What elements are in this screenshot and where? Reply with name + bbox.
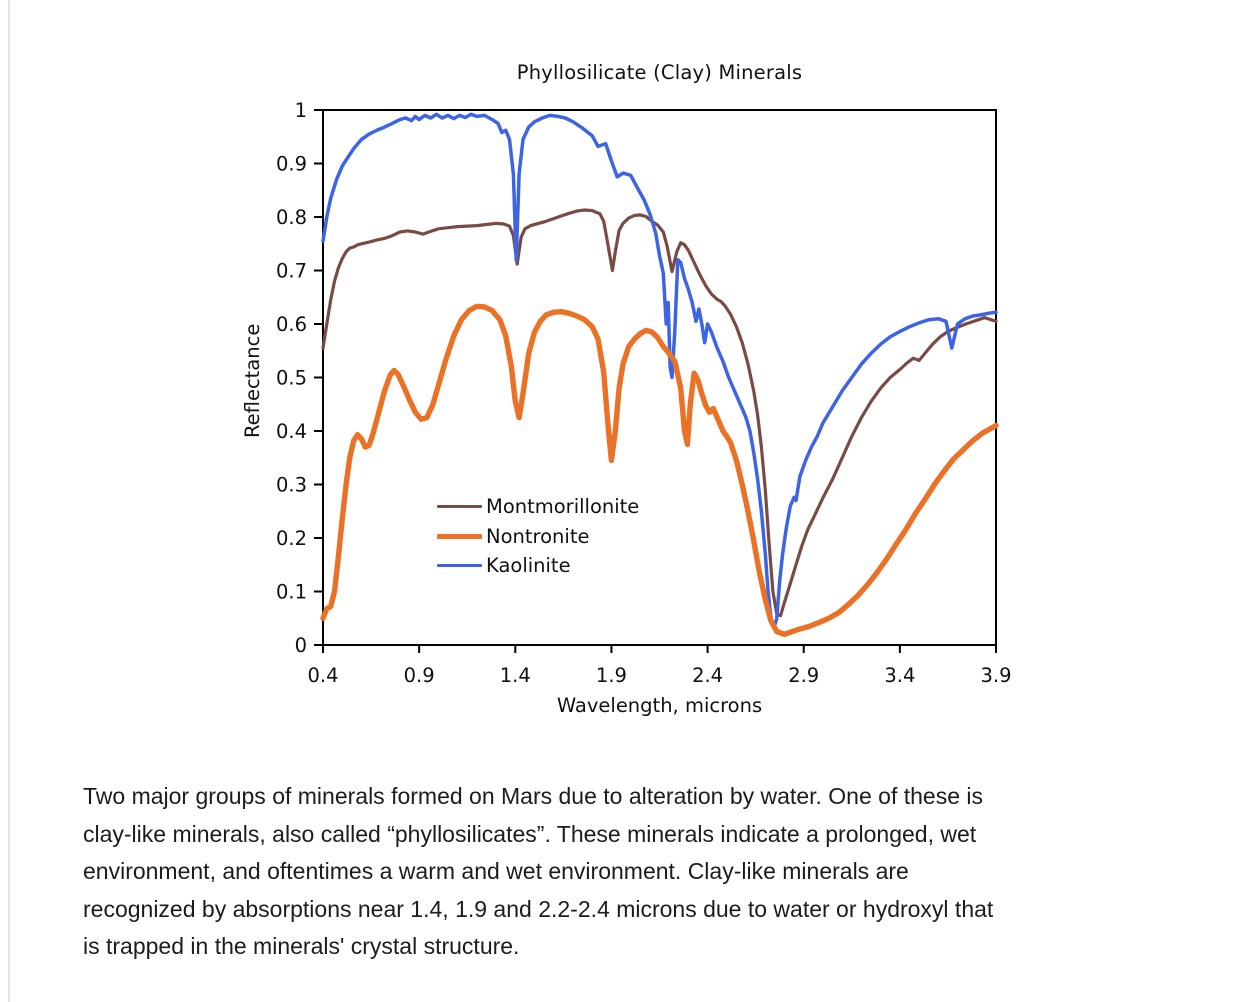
- caption-line: Two major groups of minerals formed on M…: [83, 783, 983, 809]
- series-path-nontronite: [320, 303, 999, 637]
- x-tick-label: 0.4: [307, 664, 338, 687]
- y-axis-label: Reflectance: [241, 323, 264, 439]
- y-tick-label: 0.4: [276, 420, 307, 443]
- y-tick-label: 0.6: [276, 313, 307, 336]
- x-tick-label: 1.4: [500, 664, 531, 687]
- chart-title: Phyllosilicate (Clay) Minerals: [516, 61, 803, 84]
- kaolinite-line-swatch: [437, 564, 482, 568]
- reflectance-spectra-chart: 0.4 0.9 1.4 1.9 2.4 2.9 3.4 3.9 0 0.1 0.2 0.3 0.4 0.5…: [276, 99, 1012, 687]
- x-tick-label: 2.4: [692, 664, 723, 687]
- caption-line: clay-like minerals, also called “phyllos…: [83, 820, 977, 847]
- y-tick-label: 1: [295, 99, 307, 122]
- x-tick-label: 0.9: [404, 664, 435, 687]
- legend-label-montmorillonite: Montmorillonite: [486, 495, 640, 519]
- legend-item-nontronite: Nontronite: [437, 522, 639, 552]
- y-tick-label: 0.1: [276, 581, 307, 604]
- legend-label-nontronite: Nontronite: [486, 524, 590, 548]
- legend-item-kaolinite: Kaolinite: [437, 551, 639, 581]
- caption-paragraph: Two major groups of minerals formed on M…: [83, 778, 1193, 966]
- legend-item-montmorillonite: Montmorillonite: [437, 492, 639, 522]
- page-left-border: [8, 0, 10, 1002]
- legend-label-kaolinite: Kaolinite: [486, 554, 571, 578]
- y-tick-label: 0.7: [276, 260, 307, 283]
- x-tick-label: 3.4: [884, 664, 915, 687]
- plot-border: [322, 109, 997, 646]
- caption-line: recognized by absorptions near 1.4, 1.9 …: [83, 895, 994, 922]
- caption-line: is trapped in the minerals' crystal stru…: [83, 933, 520, 959]
- x-axis-label: Wavelength, microns: [556, 694, 763, 717]
- y-tick-label: 0.8: [276, 206, 307, 229]
- montmorillonite-line-swatch: [437, 505, 482, 509]
- y-tick-label: 0.9: [276, 153, 307, 176]
- series-path-montmorillonite: [321, 208, 998, 618]
- caption-line: environment, and oftentimes a warm and w…: [83, 858, 909, 884]
- x-tick-label: 2.9: [788, 664, 819, 687]
- x-tick-label: 1.9: [596, 664, 627, 687]
- y-tick-label: 0: [295, 634, 307, 657]
- y-tick-label: 0.3: [276, 474, 307, 497]
- y-tick-label: 0.2: [276, 527, 307, 550]
- series-path-kaolinite: [321, 112, 998, 630]
- x-tick-label: 3.9: [980, 664, 1011, 687]
- chart-legend: Montmorillonite Nontronite Kaolinite: [437, 492, 639, 581]
- y-tick-label: 0.5: [276, 367, 307, 390]
- nontronite-line-swatch: [437, 533, 482, 539]
